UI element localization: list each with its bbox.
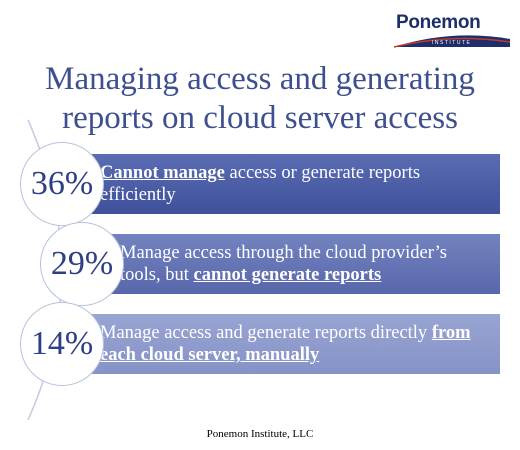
stat-bar-3: Manage access and generate reports direc…: [60, 314, 500, 374]
stat-emphasis-3: from each cloud server, manually: [100, 323, 471, 365]
percent-circle-1: 36%: [20, 142, 104, 226]
slide-title: Managing access and generating reports o…: [45, 61, 475, 136]
ponemon-logo: Ponemon INSTITUTE: [392, 12, 514, 52]
percent-circle-2: 29%: [40, 222, 124, 306]
stat-text-2: Manage access through the cloud provider…: [120, 243, 447, 285]
stat-bar-1: Cannot manage access or generate reports…: [60, 154, 500, 214]
logo-swoosh-icon: [393, 35, 511, 48]
percent-circle-3: 14%: [20, 302, 104, 386]
footer-credit: Ponemon Institute, LLC: [206, 428, 314, 440]
logo-subtitle: INSTITUTE: [432, 40, 472, 46]
stat-text-3: Manage access and generate reports direc…: [100, 323, 471, 365]
stat-text-1: Cannot manage access or generate reports…: [100, 163, 421, 205]
stat-emphasis-1: Cannot manage: [100, 163, 225, 183]
logo-wordmark: Ponemon: [396, 12, 481, 33]
stat-bar-2: Manage access through the cloud provider…: [80, 234, 500, 294]
stat-emphasis-2: cannot generate reports: [193, 265, 382, 285]
